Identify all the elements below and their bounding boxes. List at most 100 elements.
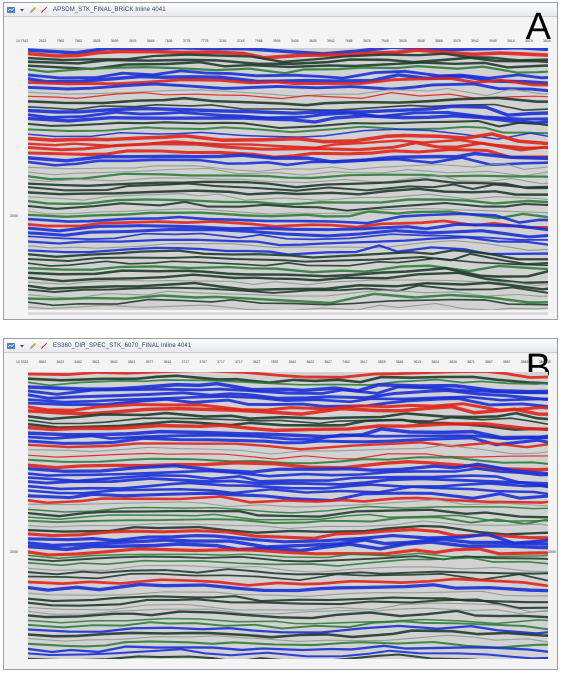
reflector-line <box>28 60 548 71</box>
reflector-line <box>28 298 548 307</box>
reflector-line <box>28 467 548 478</box>
reflector-line <box>28 374 548 385</box>
trace-label: 7462 <box>342 360 350 364</box>
reflector-line <box>28 520 548 530</box>
reflector-line <box>28 644 548 654</box>
reflector-line <box>28 411 548 421</box>
trace-label: 3748 <box>236 39 245 43</box>
reflector-line <box>28 73 548 85</box>
panel-letter: A <box>525 6 551 48</box>
trace-axis: 10 7512 2522 7962 7662 2628 3659 3676 3648 7636 3… <box>16 39 551 46</box>
trace-label: 3868 <box>435 39 443 43</box>
trace-label: 3578 <box>525 39 533 43</box>
reflector-line <box>28 388 548 401</box>
reflector-line <box>28 462 548 476</box>
reflector-line <box>28 232 548 241</box>
trace-label: 3978 <box>453 39 461 43</box>
reflector-line <box>28 64 548 75</box>
trace-label: 3942 <box>326 39 335 43</box>
trace-label: 3904 <box>272 39 281 43</box>
dropdown-arrow-icon[interactable] <box>18 6 26 14</box>
trace-label: 3462 <box>74 360 82 364</box>
trace-label: 3868 10 <box>538 360 551 364</box>
reflector-line <box>28 193 548 201</box>
trace-label: 7636 <box>164 39 173 43</box>
trace-label: 3857 <box>502 360 511 364</box>
reflector-line <box>28 433 548 441</box>
reflector-line <box>28 96 548 107</box>
reflector-line <box>28 132 548 146</box>
reflector-line <box>28 572 548 582</box>
reflector-line <box>28 537 548 549</box>
reflector-line <box>28 452 548 460</box>
reflector-line <box>28 163 548 172</box>
trace-label: 3548 <box>417 39 425 43</box>
reflector-line <box>28 590 548 597</box>
reflector-line <box>28 624 548 635</box>
reflector-line <box>28 198 548 206</box>
trace-label: 3746 <box>218 39 227 43</box>
reflector-line <box>28 48 548 56</box>
trace-label: 10 3332 <box>16 360 29 364</box>
trace-label: 3659 <box>110 39 119 43</box>
trace-label: 3408 <box>290 39 299 43</box>
reflector-line <box>28 555 548 563</box>
pencil-icon[interactable] <box>29 6 37 14</box>
trace-label: 3871 <box>467 360 475 364</box>
reflector-line <box>28 476 548 489</box>
window-title: ES360_DIR_SPEC_STK_6070_FINAL Inline 404… <box>53 342 192 349</box>
dropdown-arrow-icon[interactable] <box>18 342 26 350</box>
pencil-icon[interactable] <box>29 342 37 350</box>
trace-label: 3462 <box>288 360 297 364</box>
reflector-line <box>28 141 548 152</box>
time-axis-label-right: 3000 <box>548 550 556 554</box>
reflector-line <box>28 620 548 631</box>
window-titlebar: ES360_DIR_SPEC_STK_6070_FINAL Inline 404… <box>4 339 557 353</box>
seismic-app-icon[interactable] <box>7 6 15 14</box>
reflector-line <box>28 456 548 465</box>
reflector-line <box>28 267 548 278</box>
reflector-line <box>28 416 548 425</box>
reflector-line <box>28 513 548 522</box>
reflector-line <box>28 528 548 540</box>
reflector-line <box>28 402 548 413</box>
reflector-line <box>28 69 548 80</box>
brush-icon[interactable] <box>40 342 48 350</box>
reflector-line <box>28 441 548 451</box>
reflector-line <box>28 104 548 117</box>
reflector-line <box>28 547 548 557</box>
reflector-line <box>28 556 548 567</box>
reflector-line <box>28 444 548 455</box>
reflector-line <box>28 156 548 167</box>
reflector-line <box>28 77 548 87</box>
trace-label: 2522 <box>38 39 47 43</box>
trace-label: 3628 <box>308 39 317 43</box>
seismic-section[interactable] <box>28 48 548 310</box>
trace-label: 3916 <box>507 39 515 43</box>
seismic-section[interactable] <box>28 372 548 659</box>
seismic-app-icon[interactable] <box>7 342 15 350</box>
trace-label: 3717 <box>181 360 189 364</box>
reflector-line <box>28 485 548 496</box>
reflector-line <box>28 227 548 239</box>
horizontal-scrollbar[interactable] <box>28 312 548 315</box>
reflector-line <box>28 279 548 286</box>
reflector-line <box>28 200 548 212</box>
reflector-line <box>28 505 548 514</box>
reflector-line <box>28 302 548 310</box>
reflector-line <box>28 172 548 181</box>
time-axis-label: 3000 <box>10 214 18 218</box>
reflector-line <box>28 617 548 625</box>
brush-icon[interactable] <box>40 6 48 14</box>
reflector-line <box>28 151 548 164</box>
reflector-line <box>28 422 548 433</box>
reflector-line <box>28 629 548 639</box>
reflector-line <box>28 577 548 588</box>
reflector-line <box>28 281 548 292</box>
reflector-line <box>28 582 548 593</box>
trace-label: 3828 <box>377 360 386 364</box>
trace-label: 7948 <box>381 39 389 43</box>
reflector-line <box>28 607 548 615</box>
trace-label: 2628 <box>92 39 101 43</box>
trace-label: 3562 <box>38 360 47 364</box>
